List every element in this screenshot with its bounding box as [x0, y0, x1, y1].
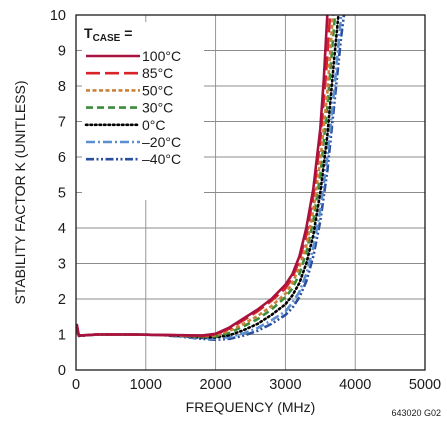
y-tick-label: 4 [58, 221, 66, 237]
y-tick-label: 3 [58, 257, 66, 273]
y-axis-title: STABILITY FACTOR K (UNITLESS) [12, 80, 28, 304]
legend-title-subscript: CASE [93, 33, 121, 44]
y-tick-label: 5 [58, 186, 66, 202]
y-tick-label: 7 [58, 115, 66, 131]
legend-label: 100°C [142, 48, 181, 64]
y-tick-label: 6 [58, 150, 66, 166]
legend: TCASE = 100°C85°C50°C30°C0°C–20°C–40°C [82, 22, 204, 200]
x-tick-label: 5000 [409, 377, 441, 393]
x-axis-title: FREQUENCY (MHz) [186, 399, 316, 415]
x-tick-label: 1000 [130, 377, 162, 393]
y-tick-label: 2 [58, 292, 66, 308]
x-tick-label: 2000 [199, 377, 231, 393]
legend-label: –40°C [142, 151, 181, 167]
y-tick-label: 8 [58, 79, 66, 95]
x-tick-label: 0 [72, 377, 80, 393]
y-tick-label: 10 [50, 8, 66, 24]
legend-label: 85°C [142, 65, 173, 81]
legend-label: –20°C [142, 134, 181, 150]
y-tick-label: 9 [58, 44, 66, 60]
x-tick-label: 3000 [269, 377, 301, 393]
legend-title-suffix: = [120, 25, 132, 41]
legend-label: 30°C [142, 100, 173, 116]
x-tick-label: 4000 [339, 377, 371, 393]
figure-id: 643020 G02 [391, 408, 441, 418]
legend-label: 50°C [142, 82, 173, 98]
y-tick-label: 1 [58, 328, 66, 344]
y-tick-label: 0 [58, 363, 66, 379]
legend-label: 0°C [142, 117, 166, 133]
